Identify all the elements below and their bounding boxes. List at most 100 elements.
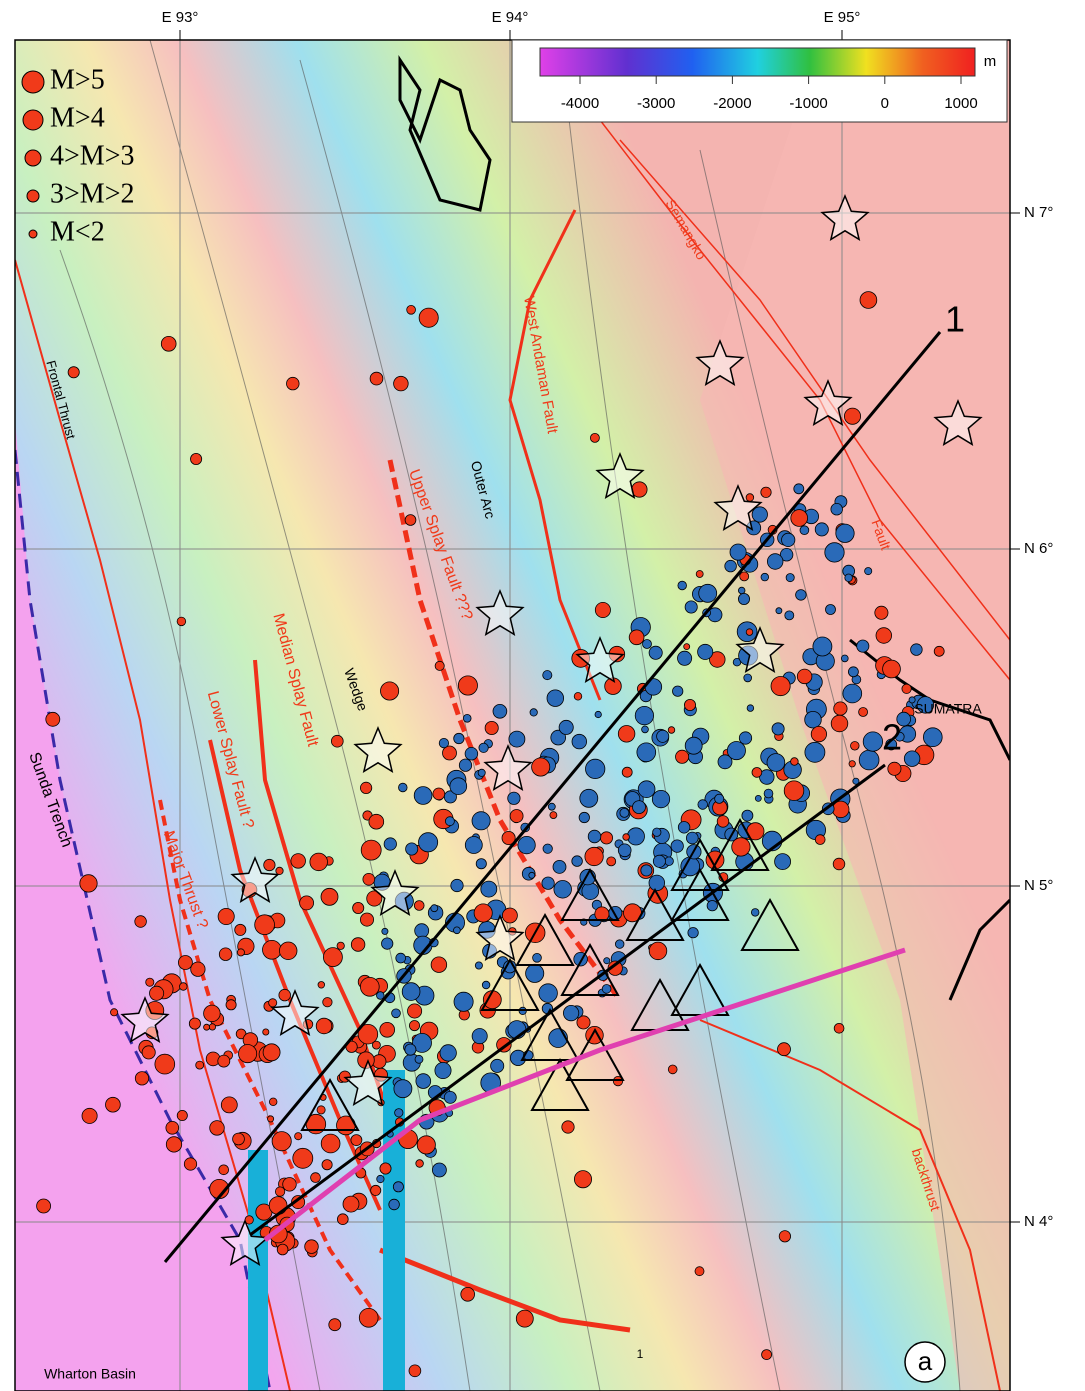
earthquake [876, 628, 892, 644]
colorbar-tick-label: 1000 [944, 95, 977, 112]
earthquake [668, 1065, 677, 1074]
earthquake [210, 1121, 225, 1136]
earthquake [407, 305, 416, 314]
earthquake [590, 433, 599, 442]
earthquake [502, 908, 517, 923]
earthquake [475, 962, 482, 969]
earthquake [607, 857, 616, 866]
earthquake [283, 1178, 297, 1192]
earthquake [377, 1175, 384, 1182]
earthquake [142, 1046, 155, 1059]
earthquake [353, 902, 364, 913]
earthquake [653, 828, 661, 836]
earthquake [509, 731, 525, 747]
earthquake [529, 872, 535, 878]
latitude-label: N 5° [1024, 877, 1053, 894]
earthquake [772, 723, 784, 735]
earthquake [859, 750, 879, 770]
earthquake [707, 901, 717, 911]
legend-symbol [29, 230, 37, 238]
legend-label: M<2 [50, 216, 105, 247]
earthquake [685, 737, 702, 754]
earthquake [189, 1018, 200, 1029]
earthquake [623, 834, 630, 841]
earthquake [402, 983, 420, 1001]
earthquake [255, 915, 275, 935]
earthquake [316, 1018, 332, 1034]
earthquake [191, 453, 202, 464]
earthquake [389, 1199, 400, 1210]
earthquake [226, 1000, 236, 1010]
earthquake [491, 1059, 504, 1072]
earthquake [454, 927, 461, 934]
earthquake [751, 909, 759, 917]
map-label: SUMATRA [914, 701, 982, 717]
earthquake [337, 1214, 348, 1225]
earthquake [744, 674, 752, 682]
earthquake [649, 875, 665, 891]
earthquake [695, 1267, 704, 1276]
earthquake [637, 743, 656, 762]
earthquake [178, 956, 192, 970]
earthquake [740, 572, 749, 581]
earthquake [177, 617, 186, 626]
legend-symbol [22, 71, 44, 93]
earthquake [641, 865, 652, 876]
earthquake [642, 726, 649, 733]
colorbar-tick-label: -2000 [713, 95, 751, 112]
earthquake [135, 1072, 148, 1085]
earthquake [595, 602, 610, 617]
earthquake [382, 938, 393, 949]
earthquake [717, 816, 729, 828]
earthquake [415, 1055, 423, 1063]
earthquake [727, 742, 745, 760]
earthquake [652, 790, 669, 807]
earthquake [779, 1231, 790, 1242]
earthquake [318, 982, 325, 989]
earthquake [68, 367, 79, 378]
earthquake [293, 1148, 313, 1168]
earthquake [405, 515, 416, 526]
earthquake [762, 1350, 772, 1360]
earthquake [46, 712, 60, 726]
earthquake [627, 828, 644, 845]
earthquake [218, 1055, 230, 1067]
earthquake [417, 1136, 435, 1154]
earthquake [865, 568, 872, 575]
earthquake [396, 953, 406, 963]
earthquake [588, 830, 601, 843]
earthquake [435, 1062, 451, 1078]
earthquake [478, 769, 485, 776]
map-label: 1 [637, 1347, 644, 1361]
earthquake [811, 726, 826, 741]
earthquake [805, 711, 822, 728]
legend-symbol [25, 150, 41, 166]
earthquake [813, 637, 832, 656]
earthquake [849, 761, 855, 767]
earthquake [360, 782, 371, 793]
earthquake [414, 901, 424, 911]
earthquake [688, 928, 698, 938]
earthquake [37, 1199, 51, 1213]
earthquake [279, 942, 297, 960]
colorbar-tick-label: -4000 [561, 95, 599, 112]
earthquake [572, 856, 583, 867]
earthquake [196, 1061, 204, 1069]
earthquake [435, 661, 444, 670]
earthquake [764, 789, 773, 798]
earthquake [219, 1165, 229, 1175]
earthquake [559, 720, 573, 734]
latitude-label: N 4° [1024, 1213, 1053, 1230]
earthquake [785, 611, 794, 620]
earthquake [668, 727, 675, 734]
earthquake [782, 533, 795, 546]
earthquake [459, 759, 471, 771]
earthquake [380, 1163, 391, 1174]
earthquake [150, 986, 164, 1000]
earthquake [465, 747, 478, 760]
earthquake [635, 706, 653, 724]
earthquake [833, 858, 845, 870]
earthquake [696, 571, 703, 578]
earthquake [600, 832, 612, 844]
earthquake [844, 408, 860, 424]
